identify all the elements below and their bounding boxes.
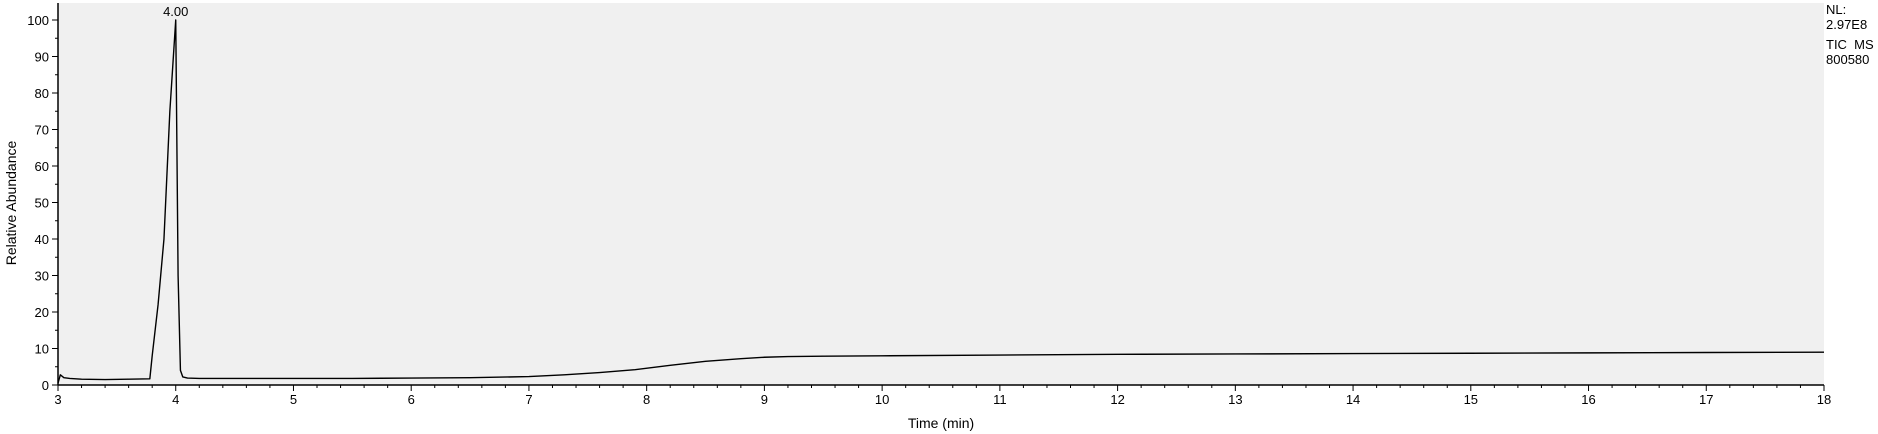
peak-annotations: 4.00 [163, 4, 188, 19]
nl-value: 2.97E8 [1826, 17, 1867, 32]
y-axis-label: Relative Abundance [3, 141, 19, 266]
x-tick-label: 12 [1110, 392, 1124, 407]
x-tick-label: 14 [1346, 392, 1360, 407]
x-tick-label: 9 [761, 392, 768, 407]
x-tick-label: 17 [1699, 392, 1713, 407]
y-tick-label: 30 [35, 269, 49, 284]
y-tick-label: 10 [35, 342, 49, 357]
nl-label: NL: [1826, 2, 1846, 17]
x-tick-label: 18 [1817, 392, 1831, 407]
tic-trace-line [57, 19, 1825, 384]
y-tick-label: 90 [35, 50, 49, 65]
x-tick-label: 13 [1228, 392, 1242, 407]
plot-background [58, 3, 1824, 385]
y-tick-label: 40 [35, 232, 49, 247]
y-tick-label: 60 [35, 159, 49, 174]
y-axis-ticks: 0 10 20 30 40 50 60 70 80 90 100 [27, 13, 58, 393]
x-tick-label: 6 [408, 392, 415, 407]
x-tick-label: 7 [525, 392, 532, 407]
y-tick-label: 20 [35, 305, 49, 320]
y-tick-label: 70 [35, 123, 49, 138]
x-tick-label: 4 [172, 392, 179, 407]
sample-id-label: 800580 [1826, 52, 1869, 67]
scan-filter-label: TIC MS [1826, 37, 1874, 52]
x-axis-label: Time (min) [908, 415, 974, 431]
peak-label: 4.00 [163, 4, 188, 19]
x-tick-label: 15 [1464, 392, 1478, 407]
y-tick-label: 50 [35, 196, 49, 211]
x-tick-label: 5 [290, 392, 297, 407]
x-tick-label: 10 [875, 392, 889, 407]
x-tick-label: 3 [54, 392, 61, 407]
x-tick-label: 11 [993, 392, 1007, 407]
x-axis-ticks: 3 4 5 6 7 8 9 10 11 12 13 14 15 16 17 18 [54, 385, 1831, 407]
x-tick-label: 16 [1581, 392, 1595, 407]
y-tick-label: 100 [27, 13, 49, 28]
y-tick-label: 80 [35, 86, 49, 101]
y-tick-label: 0 [42, 378, 49, 393]
x-tick-label: 8 [643, 392, 650, 407]
